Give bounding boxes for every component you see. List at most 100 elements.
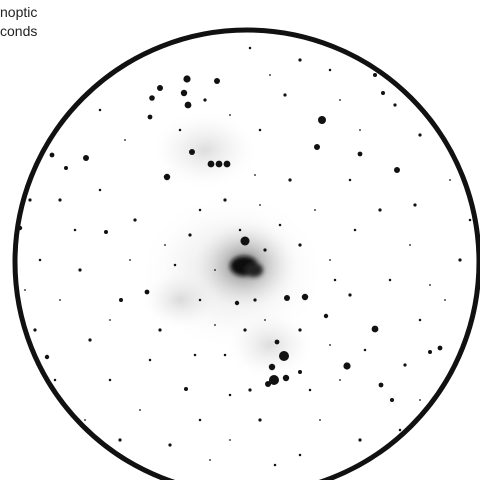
star-field [17,39,472,467]
bright-star [282,374,290,382]
bright-star [279,351,289,361]
nebula [137,110,327,380]
faint-star [258,128,262,132]
faint-star [129,259,131,261]
faint-star [178,128,182,132]
faint-star [214,269,216,271]
faint-star [223,198,227,202]
bright-star [284,295,290,301]
bright-star [437,345,443,351]
bright-star [268,363,276,371]
faint-star [418,318,422,322]
faint-star [429,284,431,286]
faint-star [319,419,321,421]
faint-star [278,223,282,227]
bright-star [64,166,68,170]
faint-star [258,418,262,422]
bright-star [371,325,379,333]
faint-star [314,209,316,211]
caption-line-1: noptic [0,4,38,20]
faint-star [238,228,242,232]
faint-star [228,393,232,397]
faint-star [68,93,72,97]
eyepiece-ring [12,27,480,480]
faint-star [359,129,361,131]
faint-star [353,228,357,232]
faint-star [264,319,266,321]
bright-star [104,230,108,234]
bright-star [180,89,188,97]
faint-star [378,208,382,212]
faint-star [209,459,211,461]
faint-star [28,198,32,202]
bright-star [314,144,320,150]
faint-star [248,388,252,392]
faint-star [198,298,202,302]
bright-star [214,78,220,84]
bright-star [223,160,231,168]
faint-star [308,388,312,392]
bright-star [157,85,163,91]
bright-star [381,91,385,95]
bright-star [298,370,302,374]
faint-star [259,204,261,206]
faint-star [418,133,422,137]
faint-star [269,74,271,76]
faint-star [283,93,287,97]
faint-star [393,103,397,107]
faint-star [263,248,267,252]
bright-star [215,160,223,168]
faint-star [348,178,352,182]
faint-star [243,328,247,332]
bright-star [83,155,89,161]
faint-star [329,344,331,346]
bright-star [184,101,192,109]
faint-star [229,114,231,116]
faint-star [438,108,442,112]
bright-star [49,152,55,158]
bright-star [183,75,191,83]
faint-star [124,139,126,141]
faint-star [298,328,302,332]
bright-star [274,339,280,345]
faint-star [468,218,472,222]
bright-star [44,354,50,360]
faint-star [133,218,137,222]
faint-star [398,428,402,432]
faint-star [173,263,177,267]
bright-star [428,350,432,354]
faint-star [38,258,42,262]
faint-star [409,59,411,61]
faint-star [108,378,112,382]
faint-star [298,58,302,62]
bright-star [390,398,394,402]
bright-star [378,382,384,388]
faint-star [158,328,162,332]
bright-star [323,313,329,319]
faint-star [339,379,341,381]
faint-star [363,348,367,352]
bright-star [240,236,250,246]
faint-star [329,259,331,261]
faint-star [248,46,252,50]
bright-star [207,160,215,168]
faint-star [348,293,352,297]
faint-star [419,399,421,401]
bright-star [147,114,153,120]
faint-star [168,443,172,447]
faint-star [454,389,456,391]
bright-core [230,256,263,277]
faint-star [403,363,407,367]
faint-star [203,98,207,102]
bright-star [149,95,155,101]
faint-star [98,188,102,192]
bright-star [184,387,188,391]
faint-star [24,289,26,291]
bright-star [265,381,271,387]
faint-star [288,178,292,182]
bright-star [144,289,150,295]
bright-star [357,151,363,157]
faint-star [214,324,216,326]
faint-star [449,179,451,181]
